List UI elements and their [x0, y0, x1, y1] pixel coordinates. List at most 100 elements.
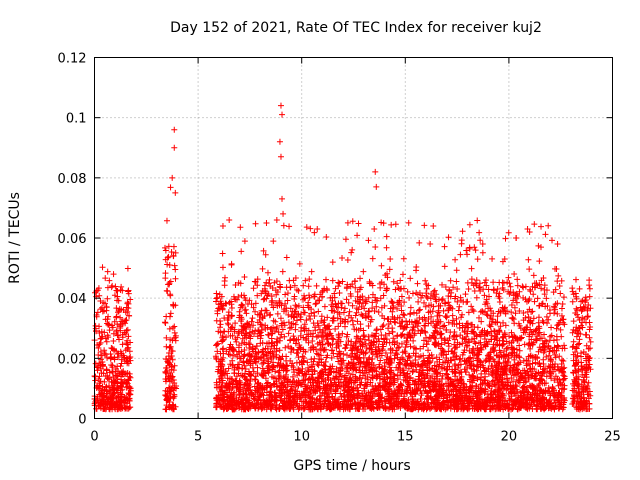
data-point: [219, 250, 226, 257]
data-point: [336, 290, 343, 297]
data-point: [236, 314, 243, 321]
data-point: [553, 325, 560, 332]
data-point: [555, 382, 562, 389]
data-point: [449, 312, 456, 319]
data-point: [341, 305, 348, 312]
data-point: [349, 317, 356, 324]
data-point: [214, 294, 221, 301]
data-point: [538, 285, 545, 292]
data-point: [479, 249, 486, 256]
data-point: [124, 400, 131, 407]
data-point: [233, 338, 240, 345]
data-point: [414, 280, 421, 287]
data-point: [99, 363, 106, 370]
data-point: [535, 314, 542, 321]
data-point: [473, 294, 480, 301]
data-point: [545, 384, 552, 391]
data-point: [421, 299, 428, 306]
data-point: [111, 354, 118, 361]
data-point: [237, 224, 244, 231]
data-point: [557, 326, 564, 333]
data-point: [466, 221, 473, 228]
data-point: [95, 351, 102, 358]
data-point: [170, 243, 177, 250]
data-point: [462, 291, 469, 298]
data-point: [165, 243, 172, 250]
data-point: [104, 284, 111, 291]
data-point: [398, 293, 405, 300]
data-point: [306, 276, 313, 283]
data-point: [115, 332, 122, 339]
data-point: [393, 364, 400, 371]
data-point: [268, 335, 275, 342]
data-point: [254, 364, 261, 371]
data-point: [422, 303, 429, 310]
data-point: [281, 333, 288, 340]
data-point: [339, 254, 346, 261]
data-point: [219, 379, 226, 386]
data-point: [238, 301, 245, 308]
data-point: [279, 268, 286, 275]
data-point: [388, 221, 395, 228]
data-point: [383, 244, 390, 251]
data-point: [104, 295, 111, 302]
data-point: [543, 353, 550, 360]
data-point: [553, 333, 560, 340]
data-point: [277, 334, 284, 341]
data-point: [98, 328, 105, 335]
data-point: [453, 315, 460, 322]
data-point: [479, 241, 486, 248]
data-point: [303, 317, 310, 324]
data-point: [380, 322, 387, 329]
data-point: [163, 313, 170, 320]
data-point: [114, 372, 121, 379]
data-point: [104, 268, 111, 275]
data-point: [171, 329, 178, 336]
data-point: [558, 312, 565, 319]
data-point: [369, 350, 376, 357]
data-point: [213, 290, 220, 297]
data-point: [125, 333, 132, 340]
data-point: [441, 243, 448, 250]
data-point: [119, 386, 126, 393]
data-point: [494, 286, 501, 293]
data-point: [389, 325, 396, 332]
data-point: [355, 220, 362, 227]
data-point: [165, 395, 172, 402]
data-point: [474, 217, 481, 224]
data-point: [162, 356, 169, 363]
data-point: [479, 308, 486, 315]
data-point: [487, 323, 494, 330]
data-point: [445, 299, 452, 306]
data-point: [112, 283, 119, 290]
data-point: [126, 312, 133, 319]
data-point: [162, 387, 169, 394]
data-point: [354, 318, 361, 325]
data-point: [511, 304, 518, 311]
data-point: [124, 326, 131, 333]
data-point: [301, 321, 308, 328]
data-point: [110, 391, 117, 398]
data-point: [394, 332, 401, 339]
data-point: [512, 310, 519, 317]
data-point: [123, 327, 130, 334]
data-point: [280, 222, 287, 229]
data-point: [344, 352, 351, 359]
data-point: [536, 258, 543, 265]
data-point: [243, 310, 250, 317]
data-point: [169, 356, 176, 363]
data-point: [375, 308, 382, 315]
data-point: [259, 265, 266, 272]
data-point: [510, 363, 517, 370]
data-point: [369, 255, 376, 262]
data-point: [167, 291, 174, 298]
data-point: [513, 346, 520, 353]
data-point: [540, 356, 547, 363]
data-point: [533, 336, 540, 343]
data-point: [396, 286, 403, 293]
data-point: [378, 219, 385, 226]
data-point: [251, 396, 258, 403]
data-point: [171, 262, 178, 269]
data-point: [125, 288, 132, 295]
data-point: [101, 329, 108, 336]
